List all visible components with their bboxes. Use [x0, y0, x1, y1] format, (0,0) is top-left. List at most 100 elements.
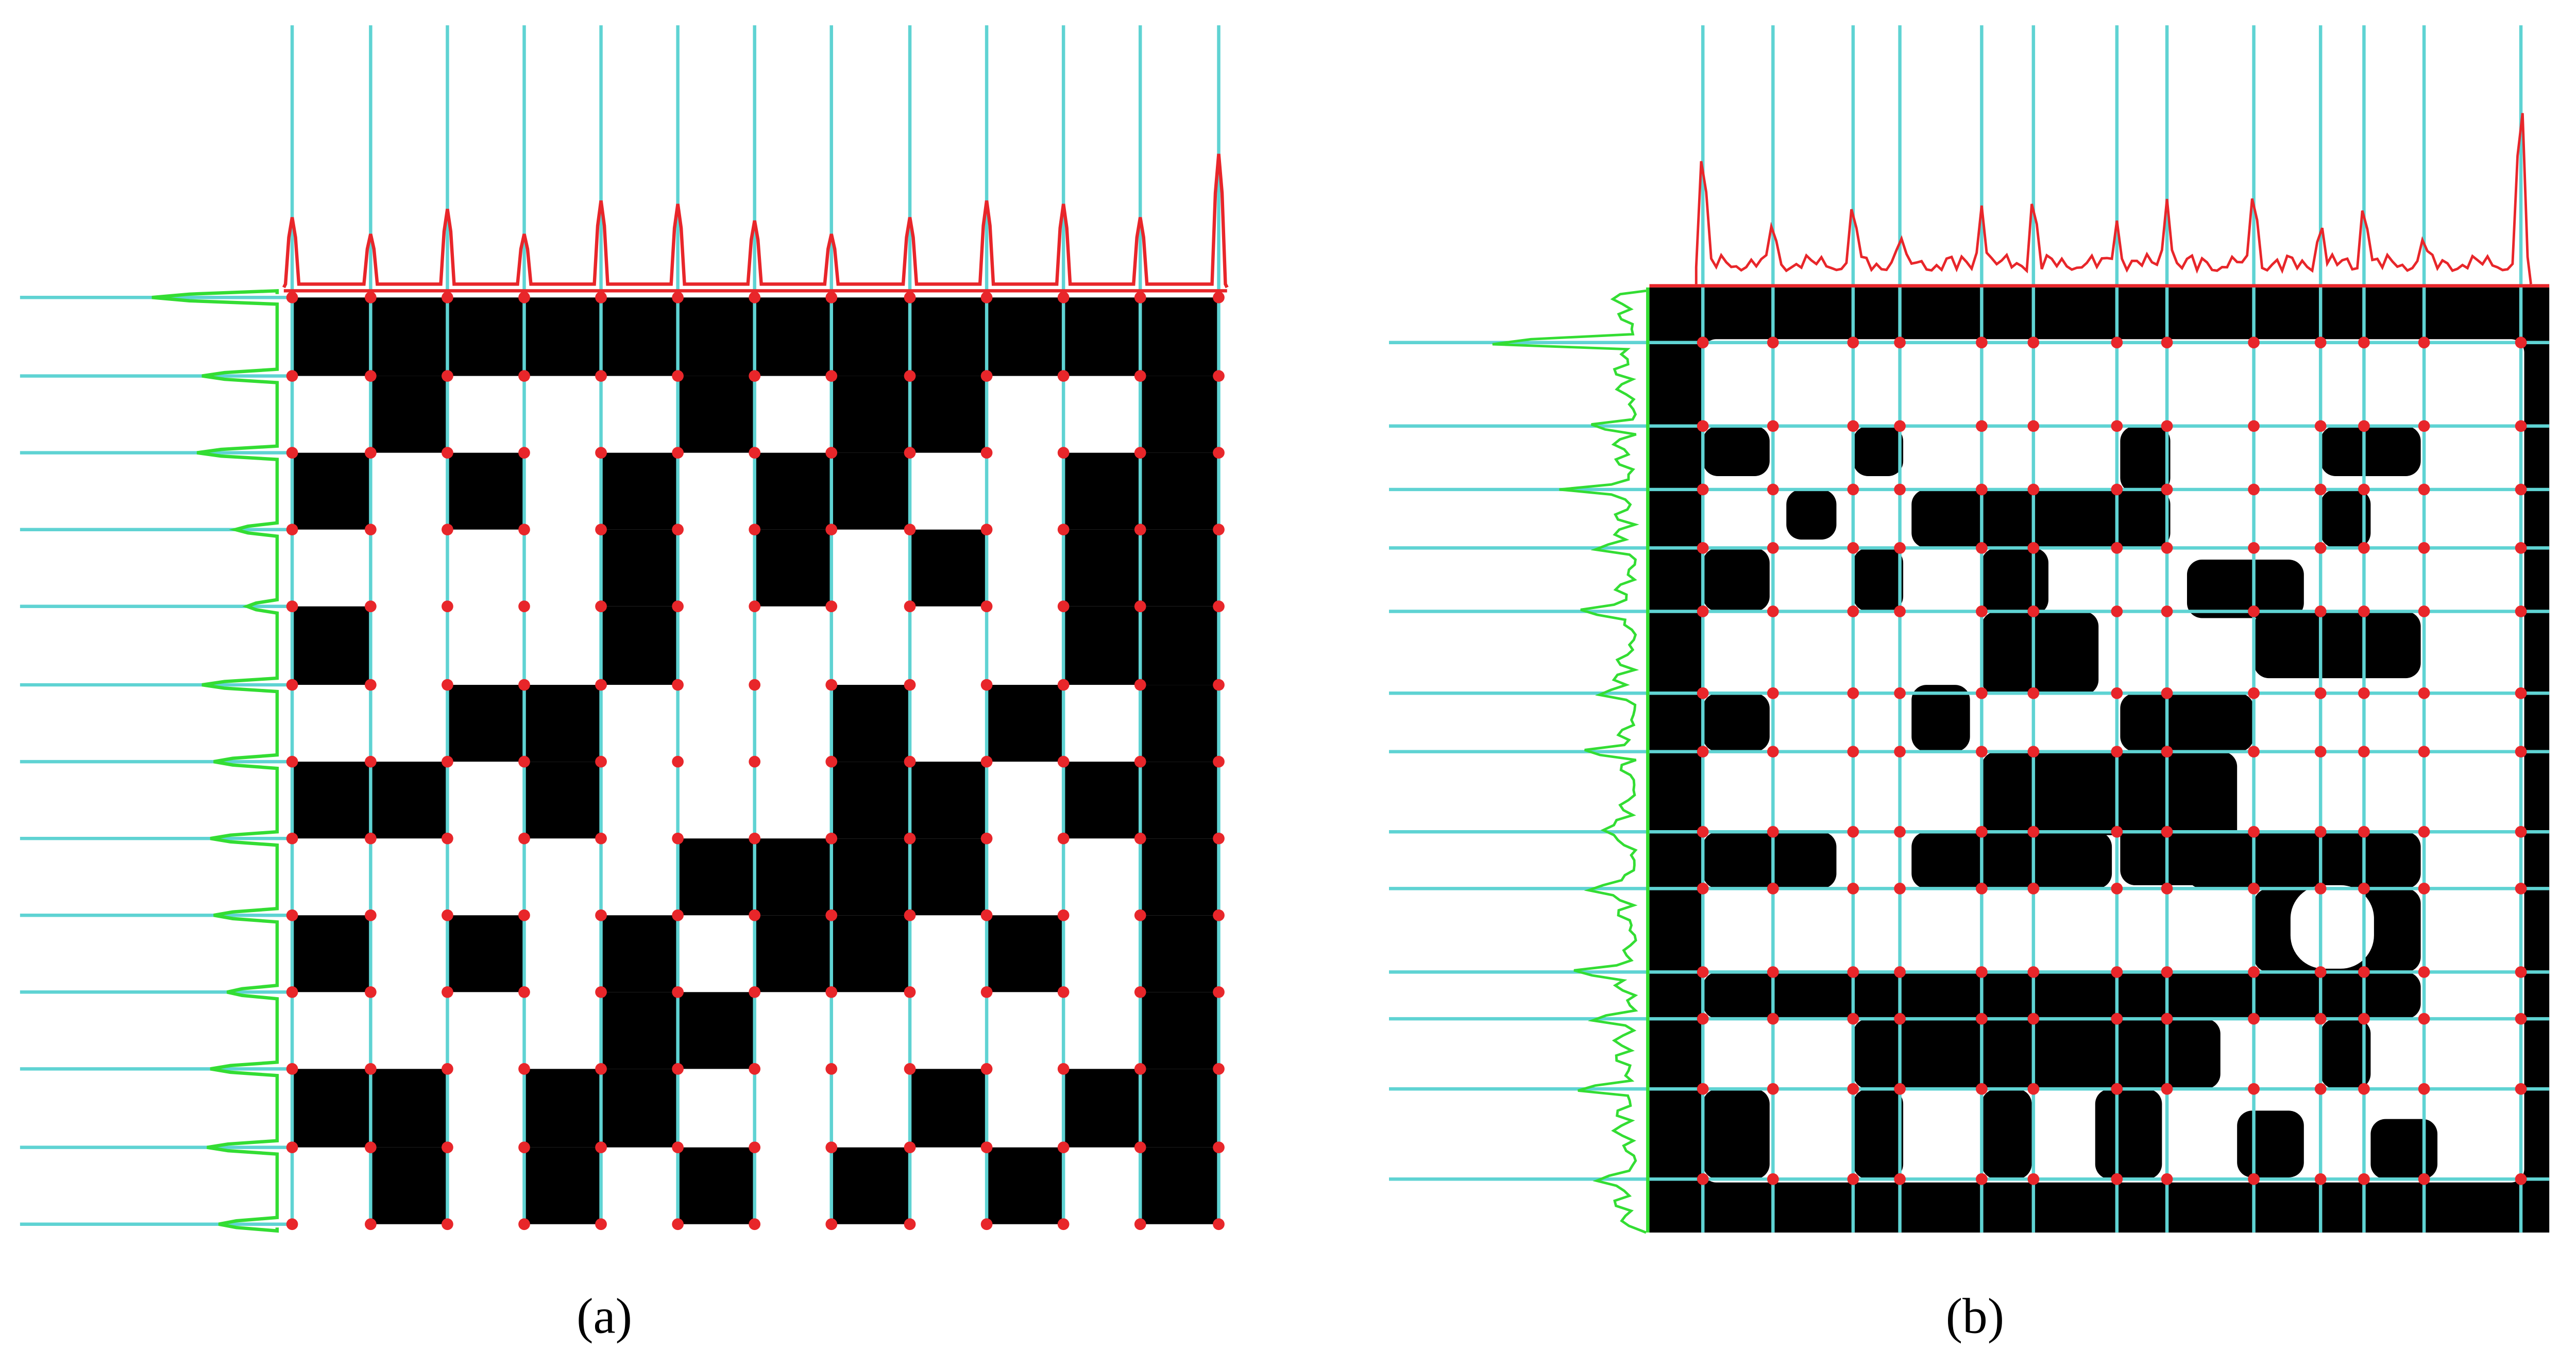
module-blob	[1981, 1089, 2032, 1180]
grid-node	[980, 1218, 993, 1231]
grid-node	[2314, 746, 2327, 758]
grid-node	[442, 1141, 453, 1154]
grid-node	[2515, 1173, 2527, 1185]
grid-node	[365, 986, 377, 998]
grid-node	[442, 832, 453, 845]
grid-node	[2027, 1013, 2040, 1025]
grid-node	[825, 986, 838, 998]
module-blob	[2120, 693, 2254, 752]
grid-node	[2248, 687, 2260, 699]
grid-node	[1976, 1173, 1988, 1185]
module-blob	[1853, 1089, 1904, 1180]
grid-node	[1134, 370, 1146, 382]
module	[524, 685, 601, 762]
grid-node	[2111, 883, 2123, 895]
grid-node	[518, 447, 530, 459]
grid-node	[2418, 966, 2430, 978]
grid-node	[672, 1218, 684, 1231]
grid-node	[2248, 1173, 2260, 1185]
grid-node	[825, 909, 838, 921]
grid-node	[1767, 966, 1779, 978]
grid-node	[2027, 1173, 2040, 1185]
grid-node	[2515, 687, 2527, 699]
module	[447, 452, 524, 530]
grid-node	[1134, 1218, 1146, 1231]
grid-node	[2314, 542, 2327, 554]
grid-node	[1057, 600, 1070, 613]
grid-node	[2314, 825, 2327, 838]
grid-node	[1976, 483, 1988, 496]
grid-node	[518, 1063, 530, 1075]
grid-node	[1213, 524, 1225, 536]
grid-node	[980, 909, 993, 921]
grid-node	[980, 1141, 993, 1154]
grid-node	[2248, 1083, 2260, 1095]
module	[754, 452, 832, 530]
grid-node	[365, 679, 377, 691]
grid-node	[365, 1218, 377, 1231]
grid-node	[1213, 370, 1225, 382]
grid-node	[2314, 966, 2327, 978]
grid-node	[672, 909, 684, 921]
grid-node	[1057, 447, 1070, 459]
grid-node	[365, 524, 377, 536]
grid-node	[1847, 966, 1859, 978]
grid-node	[595, 755, 607, 768]
module	[677, 1147, 755, 1224]
module	[292, 1069, 371, 1148]
grid-node	[595, 679, 607, 691]
grid-node	[518, 909, 530, 921]
grid-node	[2248, 966, 2260, 978]
grid-node	[2027, 542, 2040, 554]
module-blob	[2237, 1110, 2304, 1177]
panel-a	[20, 25, 1229, 1233]
module	[1063, 452, 1141, 530]
grid-node	[2161, 336, 2173, 349]
module	[677, 376, 755, 453]
grid-node	[442, 524, 453, 536]
grid-node	[749, 832, 761, 845]
grid-node	[904, 755, 916, 768]
grid-node	[1213, 755, 1225, 768]
grid-node	[518, 986, 530, 998]
grid-node	[2358, 336, 2370, 349]
grid-node	[1767, 1173, 1779, 1185]
grid-node	[1134, 1063, 1146, 1075]
grid-node	[595, 1063, 607, 1075]
module	[1140, 838, 1219, 916]
grid-node	[1134, 447, 1146, 459]
grid-node	[2515, 542, 2527, 554]
grid-node	[2515, 1013, 2527, 1025]
grid-node	[595, 524, 607, 536]
grid-node	[2358, 483, 2370, 496]
grid-node	[2161, 605, 2173, 617]
grid-node	[2358, 420, 2370, 432]
module	[910, 762, 987, 839]
grid-node	[1057, 291, 1070, 304]
grid-node	[286, 1141, 298, 1154]
grid-node	[980, 600, 993, 613]
module	[447, 297, 524, 376]
grid-node	[904, 832, 916, 845]
module	[601, 992, 678, 1069]
grid-node	[286, 679, 298, 691]
panel-b	[1389, 25, 2550, 1234]
grid-node	[1213, 1218, 1225, 1231]
grid-node	[2418, 420, 2430, 432]
grid-node	[2515, 966, 2527, 978]
grid-node	[1213, 1063, 1225, 1075]
grid-node	[2027, 746, 2040, 758]
grid-node	[595, 909, 607, 921]
grid-node	[2515, 1083, 2527, 1095]
grid-node	[2027, 883, 2040, 895]
grid-node	[442, 755, 453, 768]
grid-node	[825, 291, 838, 304]
grid-node	[1976, 687, 1988, 699]
grid-node	[2418, 1083, 2430, 1095]
grid-node	[442, 447, 453, 459]
grid-node	[980, 755, 993, 768]
grid-node	[904, 447, 916, 459]
grid-node	[2027, 1083, 2040, 1095]
grid-node	[1976, 1013, 1988, 1025]
grid-node	[1847, 605, 1859, 617]
